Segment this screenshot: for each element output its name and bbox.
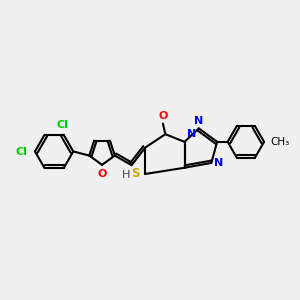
- Text: CH₃: CH₃: [271, 137, 290, 147]
- Text: N: N: [214, 158, 224, 168]
- Text: Cl: Cl: [16, 147, 28, 158]
- Text: O: O: [98, 169, 107, 179]
- Text: N: N: [187, 130, 196, 140]
- Text: Cl: Cl: [57, 120, 69, 130]
- Text: H: H: [122, 170, 130, 180]
- Text: O: O: [158, 111, 168, 121]
- Text: S: S: [131, 167, 140, 181]
- Text: N: N: [194, 116, 203, 126]
